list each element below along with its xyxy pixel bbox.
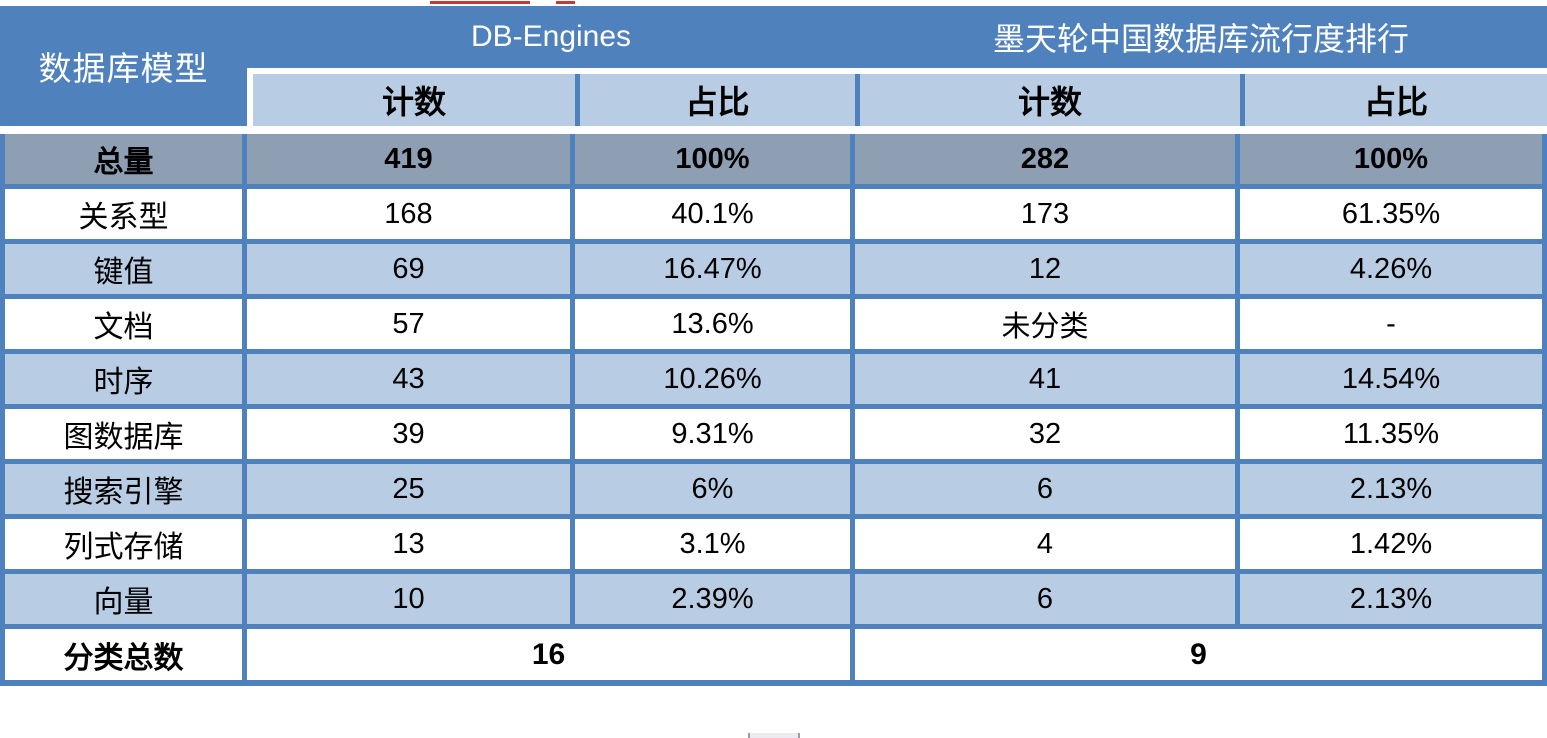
db-share-cell: 40.1% <box>575 189 855 239</box>
footer-row: 分类总数 16 9 <box>0 629 1547 686</box>
modb-share-cell: 14.54% <box>1240 354 1547 404</box>
table-row: 键值 69 16.47% 12 4.26% <box>0 244 1547 299</box>
db-share-cell: 10.26% <box>575 354 855 404</box>
subheader-modb-count: 计数 <box>855 74 1240 126</box>
modb-share-cell: 2.13% <box>1240 574 1547 624</box>
modb-count-cell: 173 <box>855 189 1240 239</box>
group-header-db-engines: DB-Engines <box>247 6 855 68</box>
row-label-cell: 搜索引擎 <box>0 464 247 514</box>
db-share-cell: 100% <box>575 134 855 184</box>
db-share-cell: 13.6% <box>575 299 855 349</box>
header-body-gap <box>0 126 1547 134</box>
row-label-cell: 列式存储 <box>0 519 247 569</box>
table-body: 总量 419 100% 282 100% 关系型 168 40.1% 173 6… <box>0 134 1547 629</box>
table-header: 数据库模型 DB-Engines 墨天轮中国数据库流行度排行 计数 占比 计数 … <box>0 6 1547 126</box>
db-count-cell: 419 <box>247 134 575 184</box>
modb-share-cell: - <box>1240 299 1547 349</box>
corner-header-cell: 数据库模型 <box>0 6 247 126</box>
row-label-cell: 文档 <box>0 299 247 349</box>
footer-db-total-cell: 16 <box>247 629 855 680</box>
modb-count-cell: 41 <box>855 354 1240 404</box>
table-row: 搜索引擎 25 6% 6 2.13% <box>0 464 1547 519</box>
modb-count-cell: 4 <box>855 519 1240 569</box>
row-label-cell: 向量 <box>0 574 247 624</box>
group-header-modb: 墨天轮中国数据库流行度排行 <box>855 6 1547 68</box>
header-gap <box>247 68 1547 74</box>
db-share-cell: 9.31% <box>575 409 855 459</box>
modb-count-cell: 12 <box>855 244 1240 294</box>
subheader-db-share: 占比 <box>575 74 855 126</box>
db-count-cell: 43 <box>247 354 575 404</box>
row-label-cell: 图数据库 <box>0 409 247 459</box>
modb-count-cell: 6 <box>855 464 1240 514</box>
footer-label-cell: 分类总数 <box>0 629 247 680</box>
modb-share-cell: 2.13% <box>1240 464 1547 514</box>
row-label-cell: 键值 <box>0 244 247 294</box>
footer-modb-total-cell: 9 <box>855 629 1547 680</box>
modb-share-cell: 1.42% <box>1240 519 1547 569</box>
table-row: 向量 10 2.39% 6 2.13% <box>0 574 1547 629</box>
table-row: 时序 43 10.26% 41 14.54% <box>0 354 1547 409</box>
table-row: 关系型 168 40.1% 173 61.35% <box>0 189 1547 244</box>
db-count-cell: 57 <box>247 299 575 349</box>
db-share-cell: 3.1% <box>575 519 855 569</box>
subheader-modb-share: 占比 <box>1240 74 1547 126</box>
table-row: 总量 419 100% 282 100% <box>0 134 1547 189</box>
db-share-cell: 16.47% <box>575 244 855 294</box>
modb-count-cell: 6 <box>855 574 1240 624</box>
cropped-scrollbar-artifact <box>748 733 800 738</box>
modb-share-cell: 61.35% <box>1240 189 1547 239</box>
db-share-cell: 6% <box>575 464 855 514</box>
db-count-cell: 10 <box>247 574 575 624</box>
row-label-cell: 时序 <box>0 354 247 404</box>
db-share-cell: 2.39% <box>575 574 855 624</box>
modb-count-cell: 未分类 <box>855 299 1240 349</box>
db-count-cell: 69 <box>247 244 575 294</box>
table-row: 图数据库 39 9.31% 32 11.35% <box>0 409 1547 464</box>
cropped-top-strip <box>0 0 1547 6</box>
table-row: 列式存储 13 3.1% 4 1.42% <box>0 519 1547 574</box>
modb-share-cell: 4.26% <box>1240 244 1547 294</box>
db-count-cell: 168 <box>247 189 575 239</box>
db-count-cell: 13 <box>247 519 575 569</box>
modb-count-cell: 32 <box>855 409 1240 459</box>
red-underline-artifact <box>556 1 575 4</box>
table-row: 文档 57 13.6% 未分类 - <box>0 299 1547 354</box>
modb-count-cell: 282 <box>855 134 1240 184</box>
subheader-db-count: 计数 <box>247 74 575 126</box>
modb-share-cell: 100% <box>1240 134 1547 184</box>
row-label-cell: 关系型 <box>0 189 247 239</box>
row-label-cell: 总量 <box>0 134 247 184</box>
red-underline-artifact <box>430 1 530 4</box>
modb-share-cell: 11.35% <box>1240 409 1547 459</box>
db-count-cell: 39 <box>247 409 575 459</box>
db-count-cell: 25 <box>247 464 575 514</box>
